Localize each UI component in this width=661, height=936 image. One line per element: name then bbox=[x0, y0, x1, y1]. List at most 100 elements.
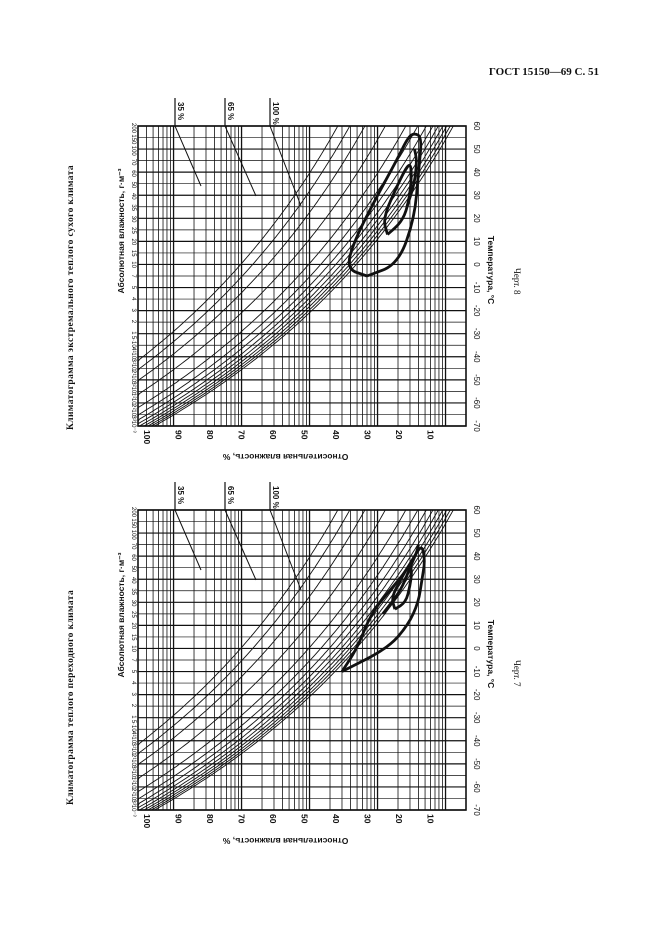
rh-tick-label: 90 bbox=[174, 814, 184, 824]
rh-curve bbox=[137, 509, 434, 811]
climate-contour bbox=[347, 132, 423, 278]
rh-leader-label: 65 % bbox=[226, 486, 235, 504]
temperature-tick-label: 40 bbox=[472, 552, 481, 561]
humidity-tick-label: 50 bbox=[130, 566, 136, 573]
humidity-tick-label: 25 bbox=[130, 227, 136, 234]
temperature-tick-label: -40 bbox=[472, 351, 481, 363]
temperature-tick-label: -40 bbox=[472, 735, 481, 747]
rh-leader-label: 65 % bbox=[226, 102, 235, 120]
rh-tick-label: 30 bbox=[363, 430, 373, 440]
humidity-tick-label: 3 bbox=[130, 308, 136, 312]
humidity-tick-label: 15 bbox=[130, 250, 136, 257]
rh-tick-label: 100 bbox=[142, 814, 152, 828]
rh-tick-label: 50 bbox=[300, 814, 310, 824]
humidity-tick-label: 1 bbox=[130, 715, 136, 719]
humidity-tick-label: 40 bbox=[130, 577, 136, 584]
humidity-tick-label: 2·10⁻³ bbox=[130, 788, 136, 805]
rh-leader-line bbox=[224, 125, 257, 197]
temperature-tick-label: -70 bbox=[472, 420, 481, 432]
humidity-tick-label: 3·10⁻² bbox=[130, 381, 136, 398]
humidity-axis-label: Абсолютная влажность, г·м⁻³ bbox=[116, 552, 126, 677]
humidity-tick-label: 3·10⁻¹ bbox=[130, 742, 136, 759]
humidity-tick-label: 5 bbox=[130, 670, 136, 674]
humidity-tick-label: 5·10⁻¹ bbox=[130, 336, 136, 353]
humidity-tick-label: 10 bbox=[130, 645, 136, 652]
temperature-tick-label: -60 bbox=[472, 397, 481, 409]
rh-tick-label: 40 bbox=[331, 814, 341, 824]
rh-leader-label: 100 % bbox=[271, 486, 280, 509]
temperature-tick-label: 10 bbox=[472, 237, 481, 246]
temperature-tick-label: -50 bbox=[472, 758, 481, 770]
temperature-tick-label: 0 bbox=[472, 646, 481, 651]
temperature-axis-label: Температура, °С bbox=[486, 620, 496, 689]
climate-contour bbox=[381, 544, 420, 615]
temperature-tick-label: 50 bbox=[472, 145, 481, 154]
rh-tick-label: 80 bbox=[205, 430, 215, 440]
temperature-tick-label: -30 bbox=[472, 712, 481, 724]
rh-tick-label: 90 bbox=[174, 430, 184, 440]
rh-tick-label: 70 bbox=[237, 430, 247, 440]
rh-curve bbox=[137, 125, 351, 380]
rh-curve bbox=[137, 509, 407, 801]
rh-tick-label: 20 bbox=[394, 430, 404, 440]
temperature-tick-label: -60 bbox=[472, 781, 481, 793]
humidity-tick-label: 40 bbox=[130, 193, 136, 200]
humidity-tick-label: 200 bbox=[130, 507, 136, 518]
humidity-tick-label: 2 bbox=[130, 320, 136, 324]
temperature-tick-label: 10 bbox=[472, 621, 481, 630]
rh-curve bbox=[137, 509, 427, 810]
humidity-tick-label: 150 bbox=[130, 518, 136, 529]
rh-curve bbox=[139, 509, 439, 811]
humidity-tick-label: 2·10⁻² bbox=[130, 754, 136, 771]
figure-title-bottom: Климатограмма теплого переходного климат… bbox=[66, 589, 76, 805]
rh-leader-line bbox=[224, 509, 257, 581]
temperature-axis-label: Температура, °С bbox=[486, 236, 496, 305]
temperature-tick-label: 50 bbox=[472, 529, 481, 538]
humidity-tick-label: 70 bbox=[130, 159, 136, 166]
climate-contour bbox=[383, 163, 413, 236]
temperature-tick-label: -10 bbox=[472, 282, 481, 294]
temperature-tick-label: 60 bbox=[472, 506, 481, 515]
page-header: ГОСТ 15150—69 С. 51 bbox=[488, 66, 599, 78]
rh-leader-line bbox=[174, 125, 202, 187]
humidity-tick-label: 30 bbox=[130, 600, 136, 607]
temperature-tick-label: 30 bbox=[472, 191, 481, 200]
rh-tick-label: 60 bbox=[268, 430, 278, 440]
temperature-tick-label: 40 bbox=[472, 168, 481, 177]
rh-tick-label: 50 bbox=[300, 430, 310, 440]
temperature-tick-label: -70 bbox=[472, 804, 481, 816]
humidity-tick-label: 4·10⁻¹ bbox=[130, 731, 136, 748]
humidity-tick-label: 60 bbox=[130, 554, 136, 561]
rh-tick-label: 70 bbox=[237, 814, 247, 824]
rh-tick-label: 80 bbox=[205, 814, 215, 824]
rh-curve bbox=[137, 125, 366, 390]
rh-curve bbox=[137, 509, 386, 787]
rh-curve bbox=[137, 125, 427, 426]
rh-curve bbox=[137, 125, 407, 417]
figure-caption-bottom: Черт. 7 bbox=[512, 660, 522, 687]
rh-tick-label: 30 bbox=[363, 814, 373, 824]
humidity-tick-label: 3·10⁻¹ bbox=[130, 358, 136, 375]
rh-curve bbox=[151, 509, 451, 811]
temperature-tick-label: 20 bbox=[472, 214, 481, 223]
humidity-tick-label: 1·10⁻² bbox=[130, 393, 136, 410]
humidity-tick-label: 100 bbox=[130, 530, 136, 541]
temperature-tick-label: -20 bbox=[472, 689, 481, 701]
rh-curve bbox=[137, 509, 339, 755]
humidity-tick-label: 60 bbox=[130, 170, 136, 177]
rh-curve bbox=[139, 125, 439, 427]
rh-curve bbox=[154, 125, 454, 427]
rh-axis-label: Относительная влажность, % bbox=[222, 452, 348, 462]
rh-curve bbox=[137, 125, 386, 403]
rh-tick-label: 100 bbox=[142, 430, 152, 444]
rh-leader-label: 35 % bbox=[176, 102, 185, 120]
humidity-tick-label: 2·10⁻³ bbox=[130, 404, 136, 421]
rh-leader-line bbox=[269, 125, 302, 207]
humidity-tick-label: 35 bbox=[130, 588, 136, 595]
rh-leader-label: 100 % bbox=[271, 102, 280, 125]
humidity-tick-label: 15 bbox=[130, 634, 136, 641]
rh-tick-label: 40 bbox=[331, 430, 341, 440]
rh-curve bbox=[137, 509, 351, 764]
humidity-tick-label: 3·10⁻³ bbox=[130, 799, 136, 816]
rh-tick-label: 20 bbox=[394, 814, 404, 824]
